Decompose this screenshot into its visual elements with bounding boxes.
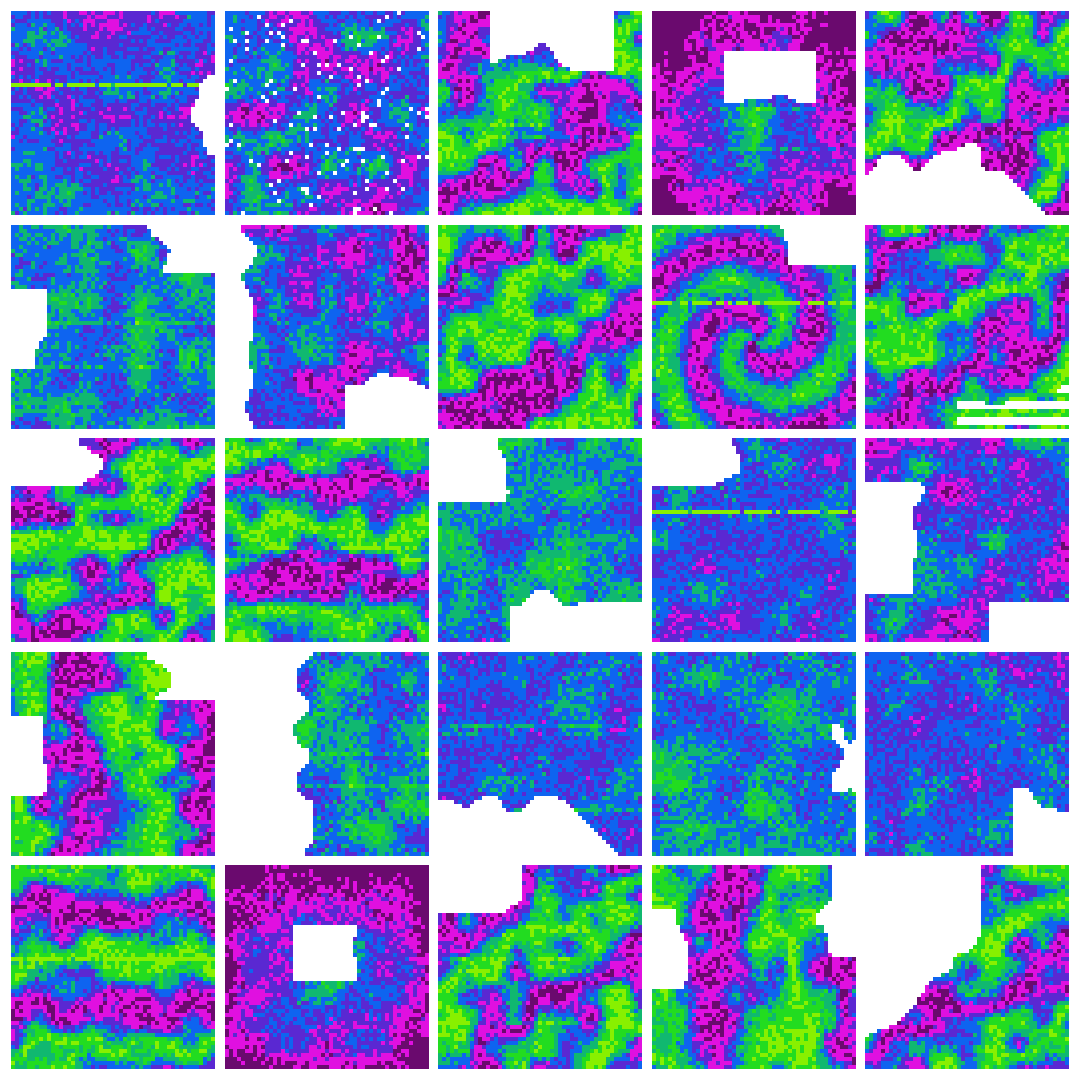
image-tile-r4c3	[438, 652, 642, 856]
image-tile-r5c1	[11, 865, 215, 1069]
tile-pixels	[865, 652, 1069, 856]
image-tile-r3c3	[438, 438, 642, 642]
image-tile-r3c4	[652, 438, 856, 642]
image-tile-r3c2	[225, 438, 429, 642]
image-tile-r1c3	[438, 11, 642, 215]
image-tile-r5c2	[225, 865, 429, 1069]
image-tile-r2c1	[11, 225, 215, 429]
tile-pixels	[865, 438, 1069, 642]
tile-pixels	[225, 11, 429, 215]
image-tile-r5c3	[438, 865, 642, 1069]
tile-pixels	[225, 865, 429, 1069]
tile-pixels	[438, 652, 642, 856]
tile-pixels	[438, 225, 642, 429]
tile-pixels	[652, 225, 856, 429]
image-tile-r1c2	[225, 11, 429, 215]
tile-pixels	[652, 652, 856, 856]
tile-pixels	[438, 438, 642, 642]
image-tile-r3c1	[11, 438, 215, 642]
tile-pixels	[652, 438, 856, 642]
tile-pixels	[11, 652, 215, 856]
tile-pixels	[438, 865, 642, 1069]
image-tile-r5c5	[865, 865, 1069, 1069]
image-tile-r2c3	[438, 225, 642, 429]
tile-pixels	[225, 652, 429, 856]
image-tile-r2c4	[652, 225, 856, 429]
tile-pixels	[438, 11, 642, 215]
image-tile-r3c5	[865, 438, 1069, 642]
image-tile-r1c5	[865, 11, 1069, 215]
tile-pixels	[11, 865, 215, 1069]
image-tile-r4c4	[652, 652, 856, 856]
tile-pixels	[652, 865, 856, 1069]
image-tile-r1c4	[652, 11, 856, 215]
image-tile-r4c5	[865, 652, 1069, 856]
image-tile-r2c2	[225, 225, 429, 429]
tile-pixels	[865, 865, 1069, 1069]
tile-pixels	[652, 11, 856, 215]
tile-pixels	[865, 11, 1069, 215]
tile-pixels	[225, 438, 429, 642]
tile-pixels	[11, 225, 215, 429]
image-tile-r2c5	[865, 225, 1069, 429]
image-tile-r1c1	[11, 11, 215, 215]
image-tile-r4c1	[11, 652, 215, 856]
tile-pixels	[225, 225, 429, 429]
tile-pixels	[11, 11, 215, 215]
tile-pixels	[865, 225, 1069, 429]
image-tile-r4c2	[225, 652, 429, 856]
image-tile-r5c4	[652, 865, 856, 1069]
tile-pixels	[11, 438, 215, 642]
